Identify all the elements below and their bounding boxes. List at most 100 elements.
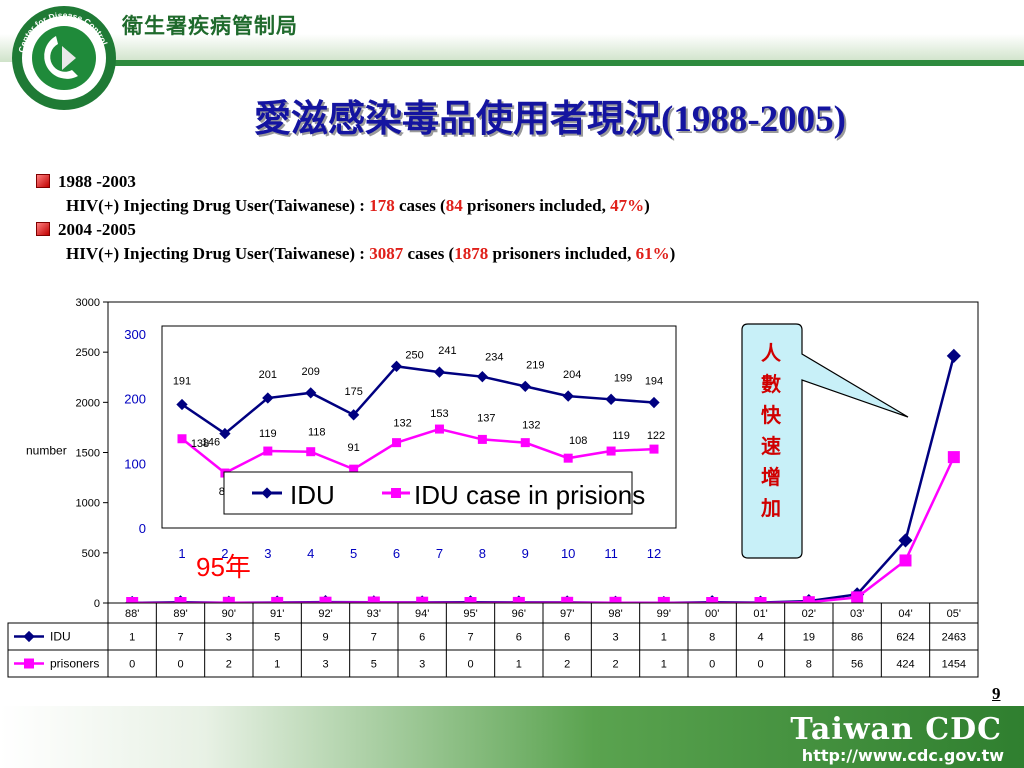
inset-point-idu: [305, 387, 317, 399]
table-legend-marker-prisoners: [24, 658, 34, 669]
inset-data-label: 204: [563, 369, 581, 381]
inset-data-label: 191: [173, 375, 191, 387]
table-header-cell: 88': [125, 608, 139, 620]
table-header-cell: 89': [173, 608, 187, 620]
table-cell: 19: [803, 632, 815, 644]
table-header-cell: 05': [947, 608, 961, 620]
callout-char: 加: [760, 497, 781, 520]
table-cell: 2: [612, 659, 618, 671]
table-header-cell: 93': [367, 608, 381, 620]
table-cell: 1: [274, 659, 280, 671]
inset-data-label: 138: [191, 438, 209, 450]
point-prisoners: [899, 554, 912, 567]
y-tick-label: 3000: [76, 297, 100, 309]
inset-data-label: 199: [614, 372, 632, 384]
bullet-period-1: 1988 -2003: [36, 170, 675, 194]
callout-char: 快: [761, 403, 782, 427]
table-row-label: IDU: [50, 630, 71, 644]
inset-x-tick-label: 1: [178, 546, 185, 561]
inset-x-tick-label: 7: [436, 546, 443, 561]
bullet-square-icon: [36, 222, 50, 236]
inset-point-prison: [606, 446, 616, 456]
footer-bar: Taiwan CDC http://www.cdc.gov.tw: [0, 706, 1024, 768]
table-header-cell: 94': [415, 608, 429, 620]
footer-brand: Taiwan CDC: [790, 712, 1002, 747]
table-cell: 6: [419, 632, 425, 644]
inset-x-tick-label: 11: [604, 546, 618, 561]
cdc-logo-icon: Center for Disease Control: [12, 6, 116, 110]
inset-data-label: 122: [647, 430, 665, 442]
y-tick-label: 500: [82, 548, 100, 560]
inset-x-tick-label: 8: [479, 546, 486, 561]
table-cell: 56: [851, 659, 863, 671]
table-cell: 624: [896, 632, 914, 644]
inset-x-tick-label: 9: [522, 546, 529, 561]
table-cell: 1454: [942, 659, 966, 671]
footer-url: http://www.cdc.gov.tw: [801, 746, 1004, 765]
table-header-cell: 90': [222, 608, 236, 620]
bullet-detail-2: HIV(+) Injecting Drug User(Taiwanese) : …: [66, 244, 676, 263]
table-header-cell: 96': [512, 608, 526, 620]
callout-char: 數: [761, 373, 781, 396]
bullet-list: 1988 -2003 HIV(+) Injecting Drug User(Ta…: [36, 170, 675, 266]
table-header-cell: 03': [850, 608, 864, 620]
table-header-cell: 98': [608, 608, 622, 620]
table-cell: 6: [564, 632, 570, 644]
table-cell: 7: [371, 632, 377, 644]
y-tick-label: 0: [94, 598, 100, 610]
table-header-cell: 00': [705, 608, 719, 620]
table-header-cell: 95': [463, 608, 477, 620]
table-row-label: prisoners: [50, 657, 99, 671]
inset-y-tick-label: 200: [124, 392, 146, 407]
inset-data-label: 194: [645, 376, 663, 388]
point-prisoners: [851, 591, 864, 604]
table-cell: 2463: [942, 632, 966, 644]
table-header-cell: 99': [657, 608, 671, 620]
inset-point-prison: [520, 438, 530, 448]
table-cell: 5: [371, 659, 377, 671]
table-cell: 0: [709, 659, 715, 671]
page-title: 愛滋感染毒品使用者現況(1988-2005): [254, 99, 846, 140]
table-cell: 1: [516, 659, 522, 671]
y-tick-label: 2000: [76, 397, 100, 409]
table-cell: 0: [177, 659, 183, 671]
legend-label-idu: IDU: [290, 480, 335, 510]
inset-data-label: 146: [202, 437, 220, 449]
table-cell: 424: [896, 659, 914, 671]
inset-data-label: 219: [526, 359, 544, 371]
inset-x-tick-label: 2: [221, 546, 228, 561]
inset-point-prison: [434, 424, 444, 434]
table-cell: 0: [757, 659, 763, 671]
table-header-cell: 92': [318, 608, 332, 620]
data-table: 88' 89' 90' 91' 92' 93' 94' 95' 96' 97' 98' 99' 00' 0…: [7, 602, 979, 678]
table-cell: 5: [274, 632, 280, 644]
callout-char: 速: [761, 435, 781, 458]
table-cell: 2: [564, 659, 570, 671]
inset-data-label: 132: [522, 420, 540, 432]
inset-data-label: 108: [569, 435, 587, 447]
point-idu: [898, 533, 913, 548]
inset-x-tick-label: 5: [350, 546, 357, 561]
inset-point-idu: [219, 427, 231, 440]
inset-data-label: 91: [348, 442, 360, 454]
header-divider: [110, 60, 1024, 66]
bullet-period-2: 2004 -2005: [36, 218, 675, 242]
inset-annotation: 95年: [196, 552, 251, 582]
inset-point-prison: [392, 438, 402, 448]
inset-x-tick-label: 3: [264, 546, 271, 561]
table-cell: 8: [709, 632, 715, 644]
table-cell: 3: [226, 632, 232, 644]
table-cell: 6: [516, 632, 522, 644]
table-cell: 7: [467, 632, 473, 644]
org-name: 衛生署疾病管制局: [122, 14, 298, 38]
inset-point-idu: [433, 366, 446, 378]
inset-data-label: 137: [477, 412, 495, 424]
table-cell: 4: [757, 632, 763, 644]
inset-series-line-1: [181, 427, 655, 475]
legend-marker-prison: [391, 488, 401, 498]
table-header-cell: 91': [270, 608, 284, 620]
callout-char: 增: [761, 465, 781, 489]
inset-point-prison: [477, 434, 487, 444]
